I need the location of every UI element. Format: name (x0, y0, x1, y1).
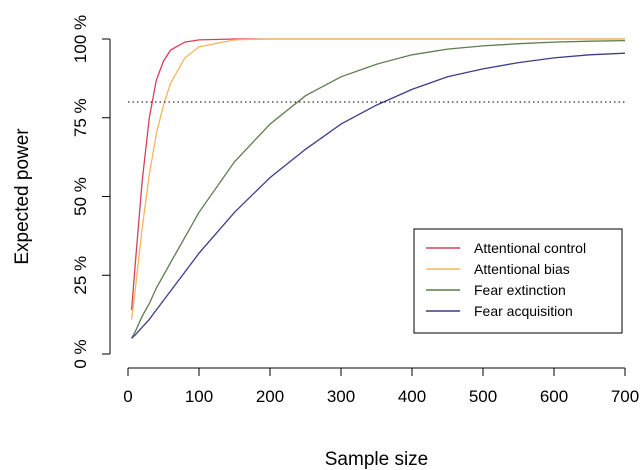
x-tick-label-0: 0 (123, 387, 132, 406)
x-tick-label-6: 600 (540, 387, 568, 406)
x-axis: 0 100 200 300 400 500 600 700 (123, 367, 639, 406)
series-lines (130, 38, 626, 339)
series-line-2 (131, 39, 626, 339)
legend-label-1: Attentional bias (474, 261, 570, 277)
x-tick-label-5: 500 (469, 387, 497, 406)
series-line-3 (131, 52, 626, 339)
y-tick-label-2: 50 % (71, 177, 90, 216)
legend: Attentional control Attentional bias Fear … (413, 228, 623, 334)
legend-label-0: Attentional control (474, 240, 586, 256)
y-tick-label-4: 100 % (71, 15, 90, 63)
legend-label-3: Fear acquisition (474, 303, 573, 319)
y-tick-label-3: 75 % (71, 98, 90, 137)
y-axis: 0 % 25 % 50 % 75 % 100 % (71, 15, 111, 369)
x-tick-label-3: 300 (327, 387, 355, 406)
y-tick-label-1: 25 % (71, 256, 90, 295)
x-tick-label-1: 100 (185, 387, 213, 406)
x-axis-label: Sample size (325, 449, 429, 470)
legend-label-2: Fear extinction (474, 282, 566, 298)
x-tick-label-4: 400 (398, 387, 426, 406)
y-axis-label: Expected power (12, 128, 33, 265)
x-tick-label-7: 700 (611, 387, 639, 406)
x-tick-label-2: 200 (256, 387, 284, 406)
legend-box (413, 228, 623, 334)
series-line-1 (130, 38, 625, 320)
y-tick-label-0: 0 % (71, 339, 90, 368)
